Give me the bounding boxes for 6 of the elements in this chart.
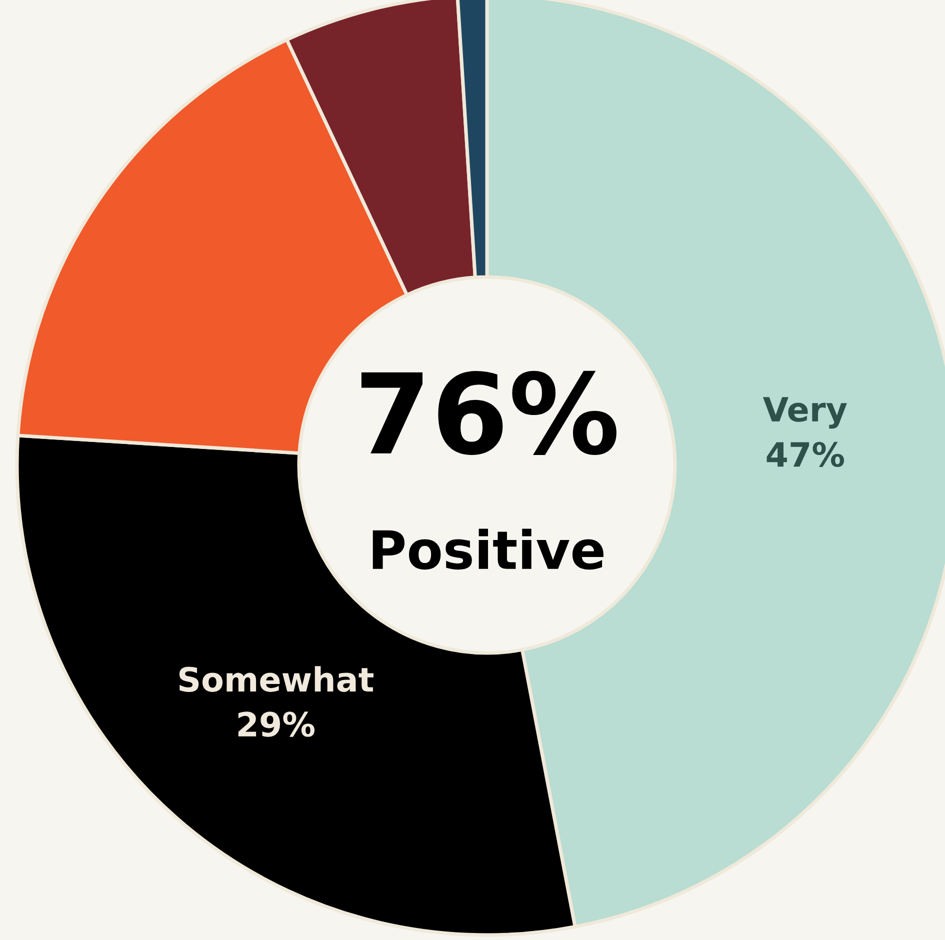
data-label: 29% (238, 712, 314, 737)
data-label: 47% (766, 442, 844, 468)
slice-label: Somewhat (179, 666, 374, 692)
slice-label: Very (762, 397, 847, 429)
text: 76% (361, 370, 616, 455)
text: Positive (372, 528, 604, 570)
